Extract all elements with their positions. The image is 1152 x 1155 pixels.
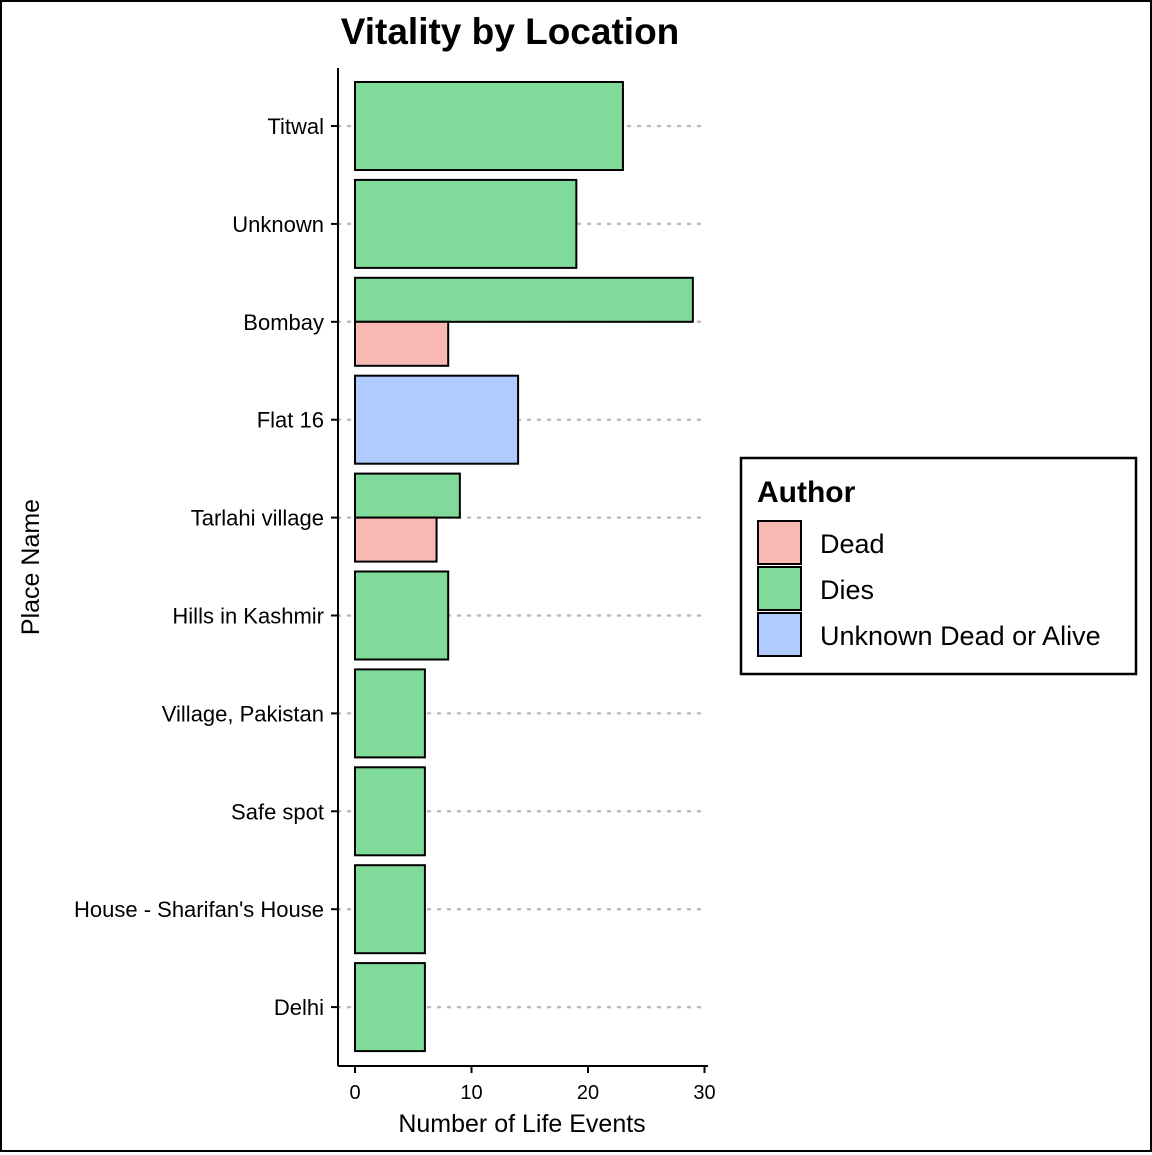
y-axis-title: Place Name <box>17 499 45 635</box>
y-tick-label-bombay: Bombay <box>243 310 324 335</box>
chart-title: Vitality by Location <box>341 11 680 52</box>
x-tick-label-30: 30 <box>693 1082 715 1104</box>
legend-swatch-dies <box>757 566 802 611</box>
legend-label-dies: Dies <box>820 575 874 605</box>
x-tick-label-0: 0 <box>349 1082 360 1104</box>
legend-swatch-unknown-dead-or-alive <box>757 612 802 657</box>
bar-safe-spot-dies <box>354 766 426 857</box>
x-tick-label-10: 10 <box>460 1082 482 1104</box>
y-tick-label-safe-spot: Safe spot <box>231 799 324 824</box>
bar-delhi-dies <box>354 962 426 1053</box>
legend-swatch-dead <box>757 520 802 565</box>
legend-title: Author <box>757 476 856 509</box>
y-tick-label-hills-in-kashmir: Hills in Kashmir <box>172 604 324 629</box>
bar-unknown-dies <box>354 178 578 269</box>
y-tick-label-titwal: Titwal <box>267 114 324 139</box>
bars <box>354 81 694 1053</box>
x-axis-ticks: 0 10 20 30 <box>349 1066 716 1104</box>
bar-bombay-dies <box>354 276 694 323</box>
bar-hills-in-kashmir-dies <box>354 570 450 661</box>
y-tick-label-house-sharifan-s-house: House - Sharifan's House <box>74 897 324 922</box>
bar-titwal-dies <box>354 81 624 171</box>
x-axis-title: Number of Life Events <box>398 1110 645 1138</box>
bar-house-sharifan-s-house-dies <box>354 864 426 955</box>
y-tick-label-unknown: Unknown <box>232 212 324 237</box>
bar-flat-16-unknown-dead-or-alive <box>354 374 520 465</box>
y-tick-label-village-pakistan: Village, Pakistan <box>162 701 324 726</box>
bar-village-pakistan-dies <box>354 668 426 759</box>
y-axis-ticks: Titwal Unknown Bombay Flat 16 Tarlahi villag… <box>74 114 338 1020</box>
bar-tarlahi-village-dies <box>354 472 461 519</box>
y-tick-label-tarlahi-village: Tarlahi village <box>191 506 324 531</box>
bar-bombay-dead <box>354 320 450 367</box>
x-tick-label-20: 20 <box>577 1082 599 1104</box>
legend-box <box>739 456 1138 676</box>
legend: Author Dead Dies Unknown Dead or Alive <box>739 456 1138 676</box>
bar-tarlahi-village-dead <box>354 516 438 563</box>
y-tick-label-flat-16: Flat 16 <box>257 408 324 433</box>
y-tick-label-delhi: Delhi <box>274 995 324 1020</box>
legend-label-dead: Dead <box>820 529 885 559</box>
legend-items: Dead Dies Unknown Dead or Alive <box>757 520 1101 657</box>
legend-label-unknown-dead-or-alive: Unknown Dead or Alive <box>820 621 1101 651</box>
